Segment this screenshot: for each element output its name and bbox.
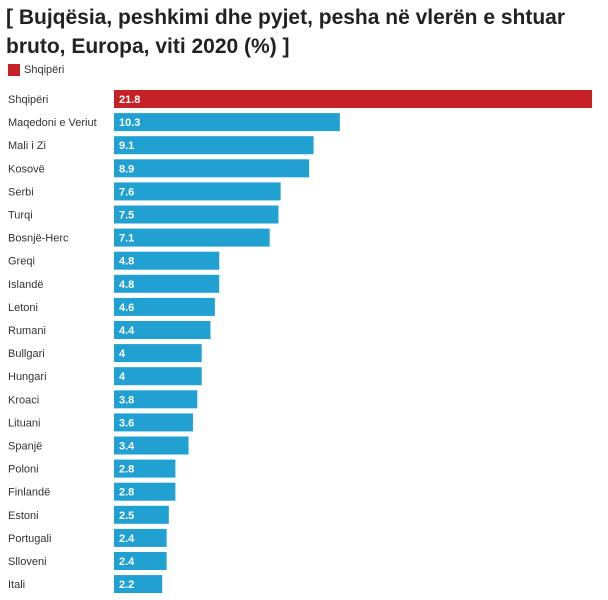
bar[interactable] [114,552,167,570]
category-label: Mali i Zi [8,140,46,152]
category-label: Serbi [8,186,34,198]
value-label: 2.5 [119,510,134,522]
category-label: Islandë [8,279,43,291]
value-label: 2.8 [119,487,134,499]
value-label: 9.1 [119,140,134,152]
category-label: Rumani [8,325,46,337]
category-label: Bullgari [8,348,45,360]
bar[interactable] [114,459,176,478]
bar[interactable] [114,251,220,270]
category-label: Lituani [8,417,40,429]
value-label: 2.8 [119,464,134,476]
value-label: 2.4 [119,556,135,568]
category-label: Finlandë [8,487,50,499]
category-label: Turqi [8,210,33,222]
value-label: 21.8 [119,94,140,106]
bar[interactable] [114,274,220,293]
value-label: 4.8 [119,256,134,268]
category-label: Estoni [8,510,39,522]
value-label: 7.6 [119,186,134,198]
bar[interactable] [114,113,340,132]
value-label: 3.8 [119,394,134,406]
value-label: 2.2 [119,579,134,591]
category-label: Itali [8,579,25,591]
category-label: Bosnjë-Herc [8,233,69,245]
category-label: Slloveni [8,556,47,568]
category-label: Greqi [8,256,35,268]
value-label: 8.9 [119,163,134,175]
bar[interactable] [114,436,189,455]
bar[interactable] [114,390,198,409]
chart-title: [ Bujqësia, peshkimi dhe pyjet, pesha në… [6,6,566,58]
category-label: Kroaci [8,394,39,406]
bar[interactable] [114,575,163,594]
legend-label: Shqipëri [24,64,65,76]
category-label: Letoni [8,302,38,314]
category-label: Shqipëri [8,94,48,106]
category-label: Spanjë [8,441,42,453]
bar[interactable] [114,505,169,524]
bar[interactable] [114,321,211,339]
bar[interactable] [114,90,592,108]
bar[interactable] [114,297,215,316]
chart-legend: Shqipëri [8,64,64,76]
value-label: 4 [119,348,126,360]
bar[interactable] [114,367,202,386]
category-label: Portugali [8,533,51,545]
value-label: 4 [119,371,126,383]
bar[interactable] [114,482,176,501]
bar[interactable] [114,159,310,178]
value-label: 3.4 [119,441,135,453]
bar[interactable] [114,228,270,247]
value-label: 7.5 [119,210,134,222]
category-label: Hungari [8,371,47,383]
category-label: Poloni [8,464,39,476]
category-label: Maqedoni e Veriut [8,117,97,129]
value-label: 4.4 [119,325,135,337]
value-label: 10.3 [119,117,140,129]
bar[interactable] [114,344,202,363]
bar[interactable] [114,205,279,224]
category-label: Kosovë [8,163,45,175]
bar[interactable] [114,413,193,432]
value-label: 3.6 [119,417,134,429]
bar[interactable] [114,182,281,201]
value-label: 2.4 [119,533,135,545]
bar[interactable] [114,136,314,155]
value-label: 4.8 [119,279,134,291]
legend-swatch [8,64,20,76]
value-label: 4.6 [119,302,134,314]
value-label: 7.1 [119,233,134,245]
bar[interactable] [114,528,167,547]
